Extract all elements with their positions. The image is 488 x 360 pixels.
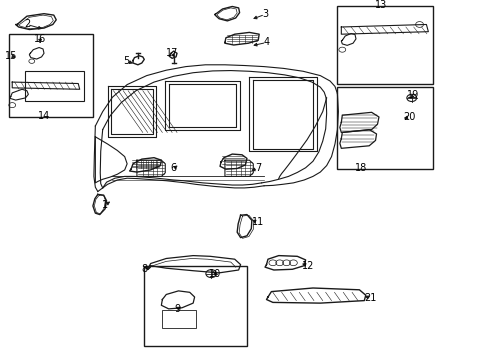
Bar [144, 266, 246, 346]
Text: 16: 16 [34, 34, 46, 44]
Bar [25, 71, 84, 101]
Text: 19: 19 [406, 90, 419, 100]
Text: 3: 3 [262, 9, 267, 19]
Text: 20: 20 [403, 112, 415, 122]
Text: 9: 9 [174, 304, 180, 314]
Bar [9, 34, 93, 117]
Text: 4: 4 [263, 37, 269, 48]
Text: 7: 7 [255, 163, 261, 174]
Text: 11: 11 [251, 217, 264, 228]
Text: 6: 6 [170, 163, 176, 174]
Text: 5: 5 [123, 56, 129, 66]
Bar [162, 310, 195, 328]
Text: 12: 12 [301, 261, 314, 271]
Text: 15: 15 [4, 51, 17, 61]
Bar [337, 87, 432, 169]
Text: 18: 18 [354, 163, 366, 174]
Text: 21: 21 [364, 293, 376, 303]
Text: 1: 1 [102, 200, 108, 210]
Text: 13: 13 [374, 0, 387, 10]
Text: 2: 2 [24, 19, 30, 30]
Text: 17: 17 [165, 48, 178, 58]
Text: 8: 8 [141, 264, 147, 274]
Text: 10: 10 [208, 269, 221, 279]
Bar [337, 6, 432, 84]
Text: 14: 14 [38, 111, 50, 121]
